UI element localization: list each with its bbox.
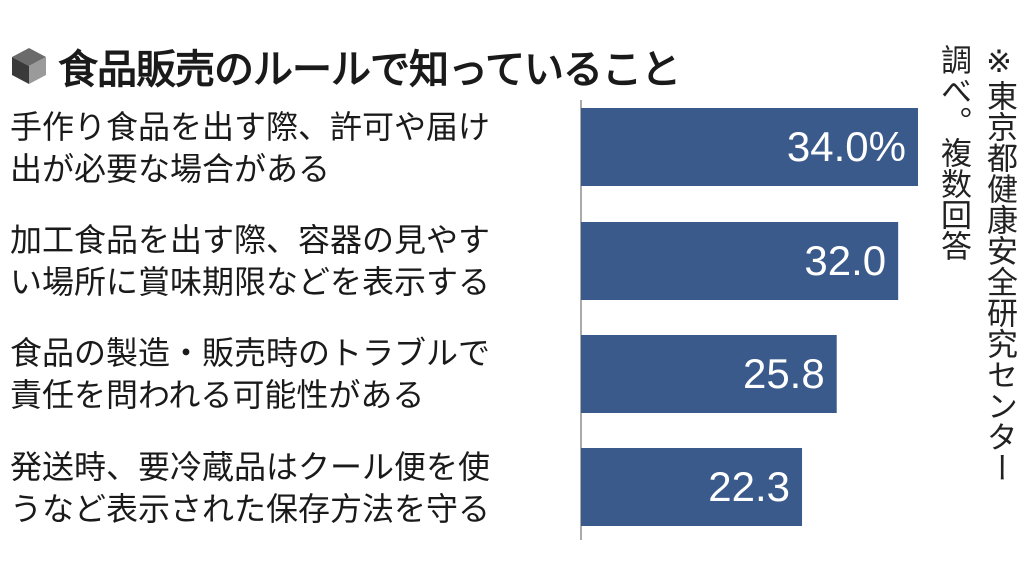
category-label-2: 加工食品を出す際、容器の見やす い場所に賞味期限などを表示する: [10, 219, 580, 303]
category-label-3-line-1: 食品の製造・販売時のトラブルで: [10, 334, 491, 372]
category-label-2-line-1: 加工食品を出す際、容器の見やす: [10, 221, 491, 259]
category-label-4-line-1: 発送時、要冷蔵品はクール便を使: [10, 448, 491, 486]
bar-4: [581, 448, 803, 526]
cube-icon: [12, 48, 46, 84]
chart-title: 食品販売のルールで知っていること: [58, 47, 681, 93]
source-note-line-1: ※東京都健康安全研究センター: [981, 44, 1017, 483]
category-label-4-line-2: うなど表示された保存方法を守る: [10, 490, 491, 528]
bar-1: [581, 108, 918, 186]
bar-value-label-4: 22.3: [708, 463, 791, 510]
bar-value-label-1: 34.0%: [786, 123, 906, 170]
bar-value-label-2: 32.0: [804, 237, 887, 284]
source-note-line-2: 調べ。複数回答: [935, 44, 971, 261]
category-label-2-line-2: い場所に賞味期限などを表示する: [10, 263, 491, 301]
category-label-1-line-2: 出が必要な場合がある: [10, 150, 331, 188]
bar-3: [581, 335, 837, 413]
category-label-3: 食品の製造・販売時のトラブルで 責任を問われる可能性がある: [10, 332, 580, 416]
bar-2: [581, 222, 899, 300]
category-label-1-line-1: 手作り食品を出す際、許可や届け: [10, 108, 491, 146]
title-row: 食品販売のルールで知っていること: [10, 36, 681, 96]
category-label-4: 発送時、要冷蔵品はクール便を使 うなど表示された保存方法を守る: [10, 446, 580, 530]
category-label-3-line-2: 責任を問われる可能性がある: [10, 376, 425, 414]
category-label-1: 手作り食品を出す際、許可や届け 出が必要な場合がある: [10, 106, 580, 190]
bar-value-label-3: 25.8: [742, 350, 825, 397]
